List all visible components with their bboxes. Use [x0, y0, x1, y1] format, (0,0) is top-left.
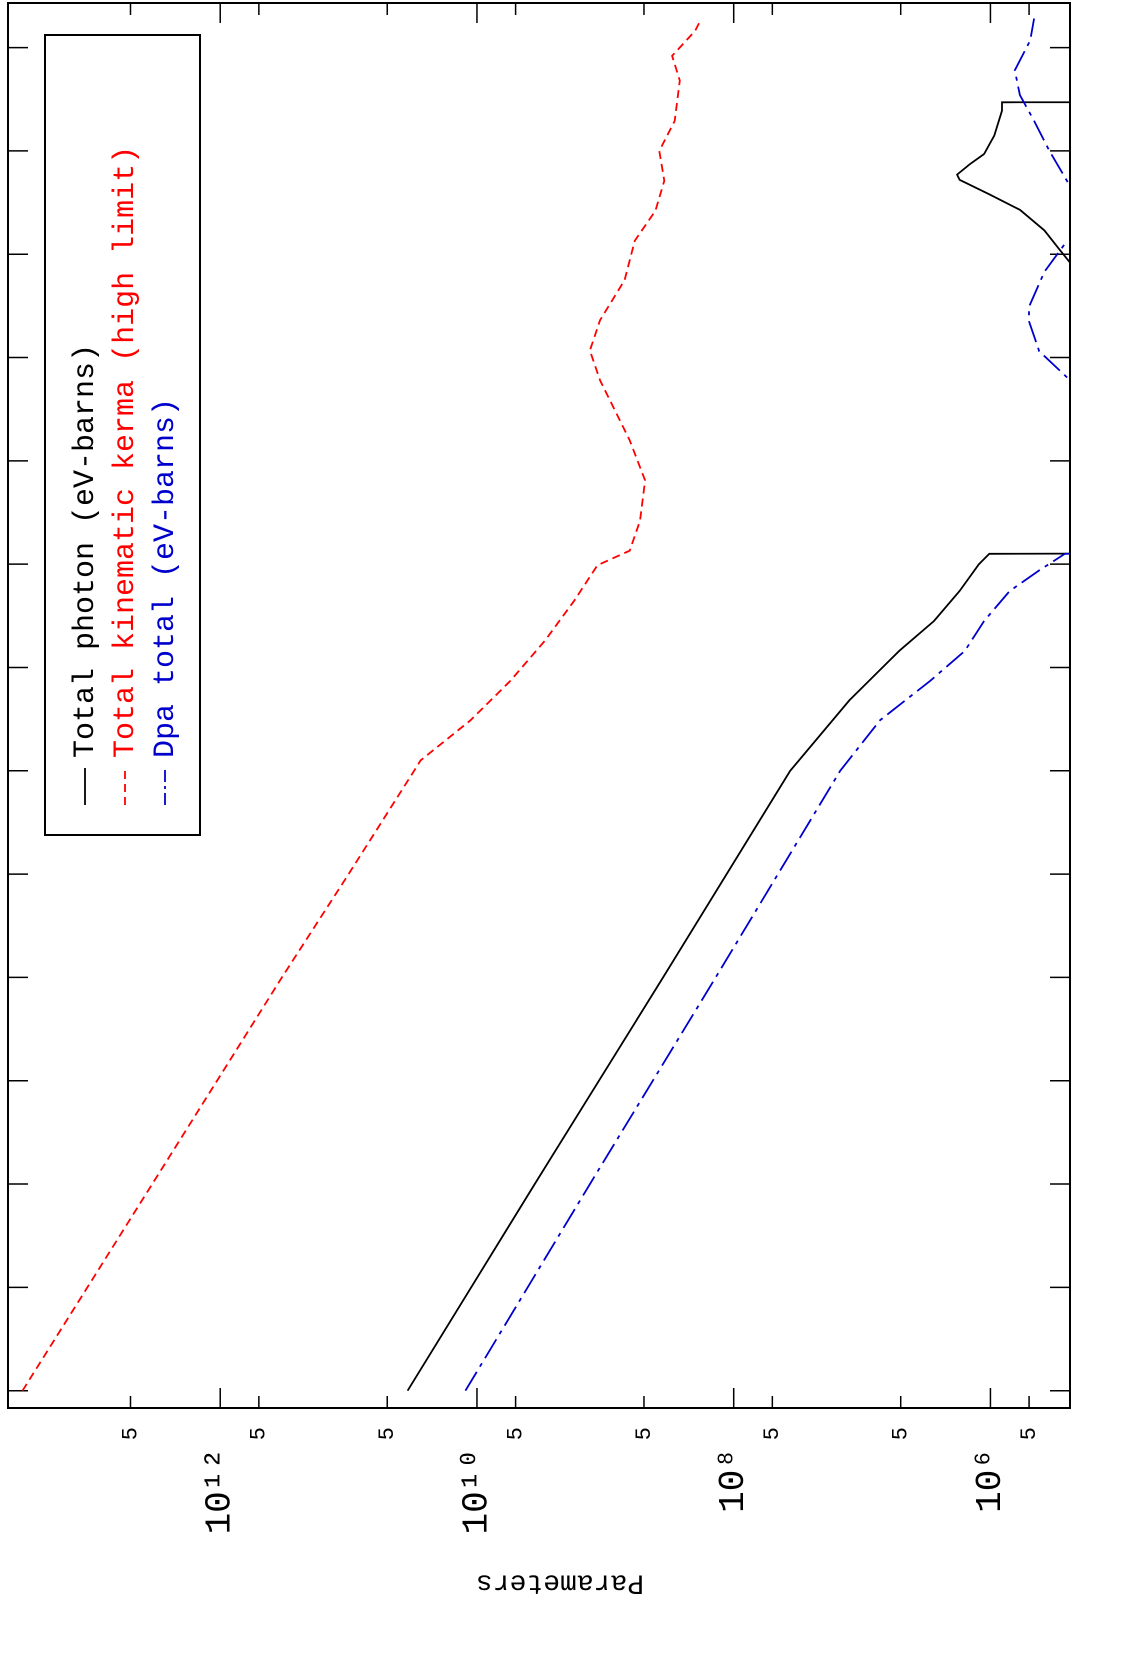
y-tick-label: 10⁸	[713, 1448, 754, 1513]
y-tick-label: 10⁶	[970, 1448, 1011, 1513]
y-tick-label: 5	[503, 1427, 528, 1440]
plot-area	[21, 18, 1070, 1392]
y-tick-label: 5	[375, 1427, 400, 1440]
y-tick-label: 10¹⁰	[456, 1448, 497, 1534]
legend-box	[44, 34, 201, 836]
plot-frame	[7, 2, 1071, 1409]
legend-label: Dpa total (eV-barns)	[149, 398, 183, 758]
legend-label: Total photon (eV-barns)	[69, 344, 103, 758]
series-line	[464, 18, 1070, 1392]
y-tick-label: 5	[889, 1427, 914, 1440]
y-tick-label: 5	[118, 1427, 143, 1440]
y-tick-label: 10¹²	[200, 1448, 241, 1534]
y-tick-label: 5	[760, 1427, 785, 1440]
y-tick-label: 5	[247, 1427, 272, 1440]
y-tick-label: 5	[632, 1427, 657, 1440]
legend-label: Total kinematic kerma (high limit)	[109, 146, 143, 758]
y-axis-label: Parameters	[476, 1567, 644, 1598]
y-tick-label: 5	[1017, 1427, 1042, 1440]
plot-rotated: Parameters 5 10¹² 5 5 10¹⁰ 5 5 10⁸ 5 5 10⁶ 5 Total p…	[7, 2, 1071, 1598]
series-line	[406, 101, 1070, 1392]
